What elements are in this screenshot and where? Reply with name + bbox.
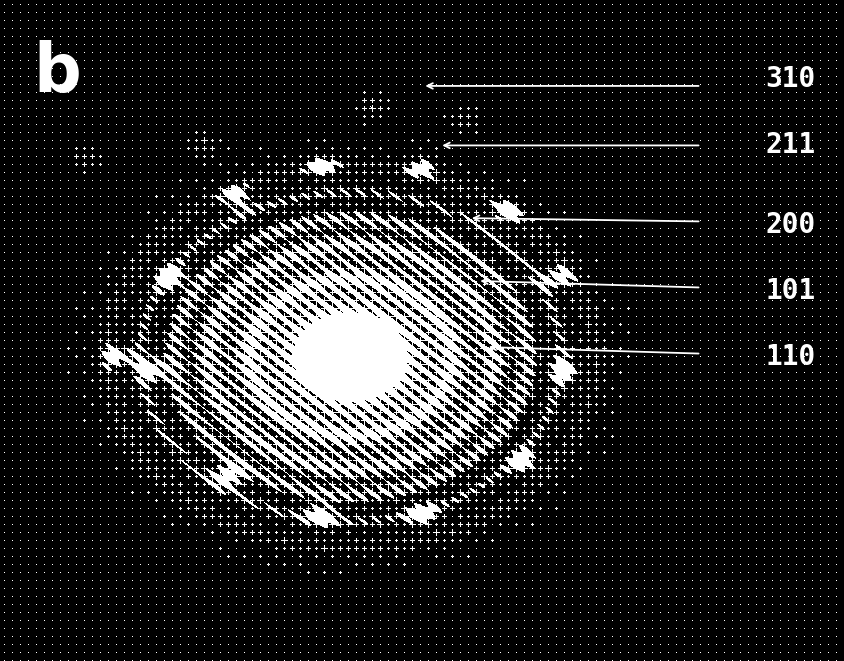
Text: 110: 110 bbox=[765, 343, 814, 371]
Text: 211: 211 bbox=[765, 132, 814, 159]
Text: b: b bbox=[34, 40, 82, 106]
Text: 101: 101 bbox=[765, 277, 814, 305]
Text: 310: 310 bbox=[765, 65, 814, 93]
Text: 200: 200 bbox=[765, 211, 814, 239]
